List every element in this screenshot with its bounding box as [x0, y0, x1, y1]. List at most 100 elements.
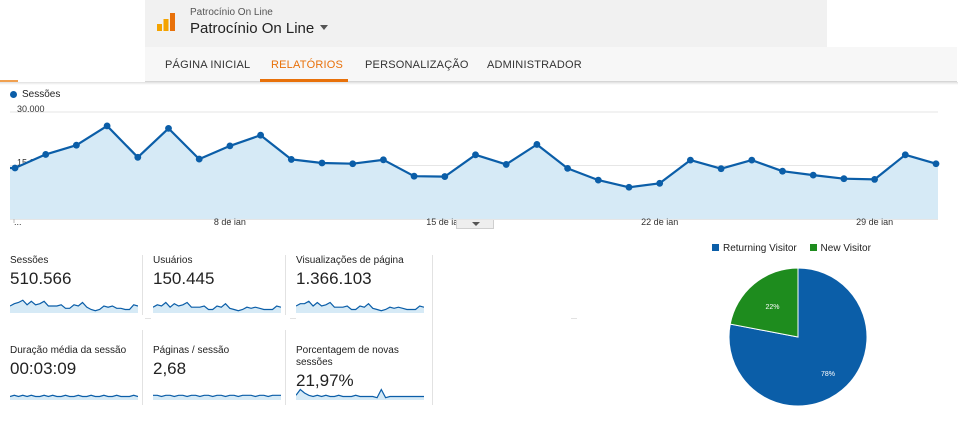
x-tick-label: 29 de jan	[856, 217, 893, 225]
metric-value: 2,68	[153, 359, 187, 378]
metric-card[interactable]: Sessões 510.566	[10, 255, 140, 313]
data-point[interactable]	[840, 175, 848, 183]
sparkline-line	[153, 301, 281, 312]
sparkline-area	[153, 302, 281, 313]
data-point[interactable]	[871, 176, 878, 183]
pie-slice[interactable]	[729, 267, 799, 338]
data-point[interactable]	[380, 156, 387, 164]
metric-value: 21,97%	[296, 371, 354, 390]
data-point[interactable]	[318, 159, 326, 167]
collapse-chart-handle[interactable]	[456, 220, 494, 229]
data-point[interactable]	[73, 141, 80, 149]
returning-visitor-swatch-icon	[712, 243, 719, 251]
pie-slice-label: 78%	[821, 371, 835, 378]
metric-label: Páginas / sessão	[153, 345, 230, 356]
data-point[interactable]	[809, 171, 817, 179]
metric-card[interactable]: Páginas / sessão 2,68	[153, 345, 283, 400]
data-point[interactable]	[195, 155, 203, 163]
data-point[interactable]	[287, 156, 295, 163]
pie-slice-label: 22%	[765, 304, 779, 311]
metric-divider	[290, 318, 296, 319]
data-point[interactable]	[257, 131, 264, 139]
tab-personalizacao[interactable]: PERSONALIZAÇÃO	[365, 59, 469, 71]
metric-value: 1.366.103	[296, 269, 372, 288]
sparkline-area	[296, 301, 424, 313]
property-selector[interactable]: Patrocínio On Line	[190, 20, 329, 37]
chevron-down-icon	[472, 222, 480, 226]
metric-label: Duração média da sessão	[10, 345, 127, 356]
main-nav: PÁGINA INICIAL RELATÓRIOS PERSONALIZAÇÃO…	[145, 47, 957, 82]
data-point[interactable]	[779, 167, 786, 175]
data-point[interactable]	[717, 165, 725, 173]
left-accent	[0, 80, 18, 82]
metric-value: 510.566	[10, 269, 72, 288]
metric-sparkline	[296, 388, 424, 400]
pie-legend-new: New Visitor	[820, 243, 871, 254]
data-point[interactable]	[687, 156, 694, 164]
metric-sparkline	[10, 394, 138, 400]
metric-sparkline	[153, 394, 281, 400]
pie-legend: Returning Visitor New Visitor	[712, 243, 871, 254]
data-point[interactable]	[656, 179, 664, 187]
metric-label: Usuários	[153, 255, 193, 266]
x-tick-label: 8 de jan	[214, 217, 246, 225]
caret-down-icon[interactable]	[320, 24, 329, 30]
sparkline-line	[10, 299, 138, 312]
data-point[interactable]	[594, 176, 602, 184]
pie-slice[interactable]	[728, 267, 868, 407]
metric-sparkline	[10, 299, 138, 313]
metric-value: 00:03:09	[10, 359, 77, 378]
data-point[interactable]	[748, 156, 756, 164]
metric-label: Sessões	[10, 255, 49, 266]
sparkline-line	[153, 394, 281, 398]
data-point[interactable]	[564, 164, 571, 172]
analytics-bars-icon	[157, 13, 175, 31]
data-point[interactable]	[226, 142, 234, 150]
x-tick-label: ...	[14, 217, 22, 225]
sparkline-area	[10, 300, 138, 313]
x-tick-label: 22 de jan	[641, 217, 678, 225]
tab-pagina-inicial[interactable]: PÁGINA INICIAL	[165, 59, 251, 71]
tab-relatorios[interactable]: RELATÓRIOS	[271, 59, 344, 71]
chart-legend: Sessões	[10, 89, 60, 100]
data-point[interactable]	[932, 160, 940, 168]
visitor-type-pie[interactable]: 78% 22%	[727, 266, 869, 408]
metric-sparkline	[296, 300, 424, 313]
metric-divider	[285, 330, 286, 405]
data-point[interactable]	[472, 151, 479, 159]
data-point[interactable]	[11, 164, 19, 172]
data-point[interactable]	[410, 172, 418, 180]
metric-card[interactable]: Visualizações de página 1.366.103	[296, 255, 426, 313]
sparkline-line	[10, 394, 138, 398]
sparkline-line	[296, 300, 424, 312]
active-tab-indicator	[260, 79, 348, 82]
metric-divider	[145, 318, 151, 319]
metric-divider	[142, 255, 143, 315]
data-point[interactable]	[502, 161, 510, 168]
pie-legend-returning: Returning Visitor	[723, 243, 797, 254]
sparkline-area	[296, 389, 424, 400]
data-point[interactable]	[901, 151, 909, 159]
metric-label: Visualizações de página	[296, 255, 404, 266]
data-point[interactable]	[103, 122, 111, 130]
data-point[interactable]	[625, 183, 633, 191]
metric-card[interactable]: Porcentagem de novas sessões 21,97%	[296, 345, 426, 400]
metric-card[interactable]: Usuários 150.445	[153, 255, 283, 313]
data-point[interactable]	[441, 173, 449, 180]
metric-divider	[571, 318, 577, 319]
account-name-small: Patrocínio On Line	[190, 7, 273, 18]
new-visitor-swatch-icon	[809, 243, 817, 251]
tab-administrador[interactable]: ADMINISTRADOR	[487, 59, 582, 71]
data-point[interactable]	[165, 125, 172, 132]
data-point[interactable]	[533, 141, 541, 148]
series-area	[10, 125, 938, 219]
metric-card[interactable]: Duração média da sessão 00:03:09	[10, 345, 140, 400]
data-point[interactable]	[42, 151, 50, 158]
account-header: Patrocínio On Line Patrocínio On Line	[145, 0, 827, 47]
metric-sparkline	[153, 301, 281, 313]
legend-label: Sessões	[22, 89, 61, 100]
metric-divider	[432, 255, 433, 405]
data-point[interactable]	[134, 153, 142, 161]
data-point[interactable]	[349, 160, 357, 168]
